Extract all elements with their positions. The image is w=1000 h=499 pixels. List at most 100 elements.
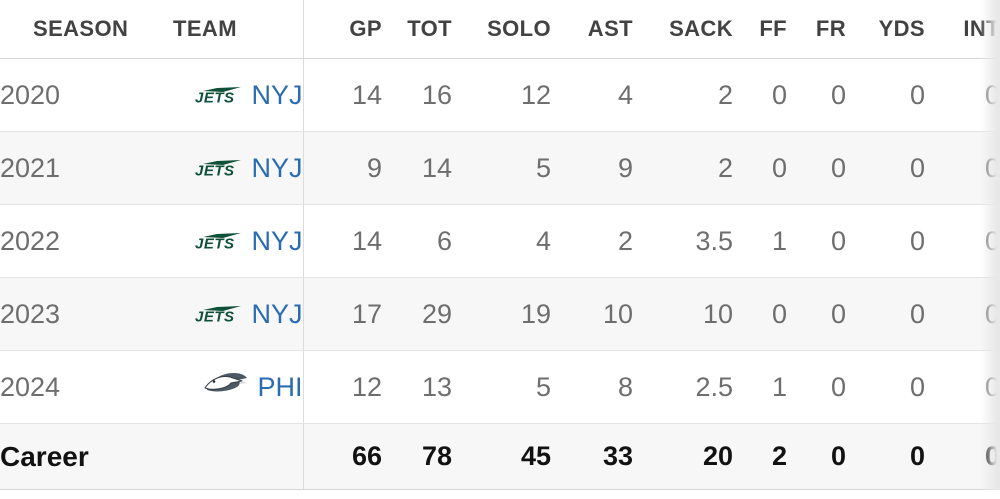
jets-logo-icon: JETS	[195, 80, 242, 111]
table-row: 2022 JETS NYJ 14 6 4 2 3.5 1 0 0 0	[0, 204, 1000, 278]
solo-cell: 4	[452, 204, 551, 278]
team-cell: PHI	[150, 350, 303, 424]
tot-cell: 78	[382, 423, 452, 490]
solo-cell: 5	[452, 131, 551, 205]
team-abbr: NYJ	[251, 152, 303, 183]
table-row: 2021 JETS NYJ 9 14 5 9 2 0 0 0 0	[0, 131, 1000, 205]
jets-logo-icon: JETS	[195, 299, 242, 330]
fr-cell: 0	[787, 423, 846, 490]
ff-cell: 2	[733, 423, 787, 490]
jets-logo-icon: JETS	[195, 153, 242, 184]
ast-cell: 2	[551, 204, 633, 278]
gp-cell: 12	[302, 350, 382, 424]
table-row: 2023 JETS NYJ 17 29 19 10 10 0 0 0 0	[0, 277, 1000, 351]
int-cell: 0	[925, 58, 1000, 132]
ff-cell: 0	[733, 277, 787, 351]
int-cell: 0	[925, 423, 1000, 490]
sack-cell: 2.5	[633, 350, 733, 424]
int-cell: 0	[925, 277, 1000, 351]
col-header-ast: AST	[551, 0, 633, 59]
solo-cell: 5	[452, 350, 551, 424]
tot-cell: 14	[382, 131, 452, 205]
col-header-tot: TOT	[382, 0, 452, 59]
season-cell: 2020	[0, 58, 150, 132]
ast-cell: 4	[551, 58, 633, 132]
yds-cell: 0	[846, 350, 925, 424]
solo-cell: 19	[452, 277, 551, 351]
fr-cell: 0	[787, 131, 846, 205]
sack-cell: 10	[633, 277, 733, 351]
season-cell: 2022	[0, 204, 150, 278]
team-link[interactable]: JETS NYJ	[150, 298, 303, 330]
tot-cell: 16	[382, 58, 452, 132]
fr-cell: 0	[787, 277, 846, 351]
solo-cell: 12	[452, 58, 551, 132]
fr-cell: 0	[787, 204, 846, 278]
int-cell: 0	[925, 131, 1000, 205]
yds-cell: 0	[846, 58, 925, 132]
ast-cell: 9	[551, 131, 633, 205]
career-totals-row: Career 66 78 45 33 20 2 0 0 0	[0, 423, 1000, 490]
team-abbr: NYJ	[251, 298, 303, 329]
table-header-row: SEASON TEAM GP TOT SOLO AST SACK FF FR Y…	[0, 0, 1000, 59]
career-team-cell	[150, 423, 303, 490]
team-abbr: PHI	[257, 371, 303, 402]
col-header-yds: YDS	[846, 0, 925, 59]
ff-cell: 1	[733, 350, 787, 424]
team-link[interactable]: JETS NYJ	[150, 225, 303, 257]
ff-cell: 0	[733, 131, 787, 205]
yds-cell: 0	[846, 423, 925, 490]
gp-cell: 66	[302, 423, 382, 490]
table-row: 2024 PHI 12	[0, 350, 1000, 424]
svg-text:JETS: JETS	[195, 235, 235, 250]
tot-cell: 6	[382, 204, 452, 278]
season-cell: 2021	[0, 131, 150, 205]
gp-cell: 9	[302, 131, 382, 205]
team-link[interactable]: JETS NYJ	[150, 79, 303, 111]
col-header-int: INT	[925, 0, 1000, 59]
col-header-gp: GP	[302, 0, 382, 59]
season-cell: 2023	[0, 277, 150, 351]
ast-cell: 33	[551, 423, 633, 490]
ff-cell: 0	[733, 58, 787, 132]
team-cell: JETS NYJ	[150, 277, 303, 351]
gp-cell: 14	[302, 58, 382, 132]
team-abbr: NYJ	[251, 79, 303, 110]
col-header-sack: SACK	[633, 0, 733, 59]
yds-cell: 0	[846, 131, 925, 205]
col-header-season: SEASON	[0, 0, 150, 59]
team-cell: JETS NYJ	[150, 131, 303, 205]
sack-cell: 20	[633, 423, 733, 490]
team-cell: JETS NYJ	[150, 58, 303, 132]
gp-cell: 17	[302, 277, 382, 351]
fr-cell: 0	[787, 58, 846, 132]
career-label: Career	[0, 423, 150, 490]
team-link[interactable]: PHI	[150, 369, 303, 406]
col-header-ff: FF	[733, 0, 787, 59]
table-row: 2020 JETS NYJ 14 16 12 4 2 0 0 0 0	[0, 58, 1000, 132]
team-cell: JETS NYJ	[150, 204, 303, 278]
svg-text:JETS: JETS	[195, 162, 235, 177]
solo-cell: 45	[452, 423, 551, 490]
season-cell: 2024	[0, 350, 150, 424]
gp-cell: 14	[302, 204, 382, 278]
eagles-logo-icon	[204, 369, 248, 406]
int-cell: 0	[925, 204, 1000, 278]
fr-cell: 0	[787, 350, 846, 424]
ast-cell: 10	[551, 277, 633, 351]
jets-logo-icon: JETS	[195, 226, 242, 257]
ast-cell: 8	[551, 350, 633, 424]
team-abbr: NYJ	[251, 225, 303, 256]
col-header-fr: FR	[787, 0, 846, 59]
yds-cell: 0	[846, 204, 925, 278]
tot-cell: 13	[382, 350, 452, 424]
col-header-team: TEAM	[150, 0, 303, 59]
team-link[interactable]: JETS NYJ	[150, 152, 303, 184]
svg-text:JETS: JETS	[195, 308, 235, 323]
ff-cell: 1	[733, 204, 787, 278]
yds-cell: 0	[846, 277, 925, 351]
svg-text:JETS: JETS	[195, 89, 235, 104]
sack-cell: 2	[633, 131, 733, 205]
